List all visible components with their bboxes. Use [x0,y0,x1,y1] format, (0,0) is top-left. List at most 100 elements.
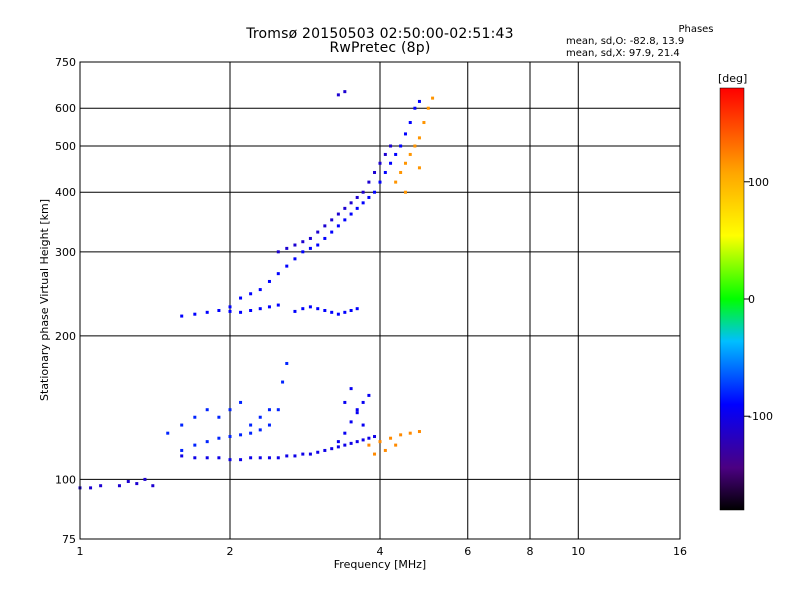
data-point [330,310,334,314]
data-point [378,161,382,165]
data-point [258,456,262,460]
data-point [267,423,271,427]
data-point [343,443,347,447]
data-point [431,96,435,100]
data-point [308,305,312,309]
data-point [399,144,403,148]
data-point [367,195,371,199]
data-point [301,452,305,456]
data-point [293,454,297,458]
data-point [323,236,327,240]
data-point [267,408,271,412]
data-point [349,201,353,205]
data-point [316,307,320,311]
data-point [408,121,412,125]
scatter-points [78,90,435,490]
y-tick-label: 600 [55,102,76,115]
data-point [180,314,184,318]
data-point [301,240,305,244]
data-point [308,236,312,240]
data-point [323,448,327,452]
data-point [193,443,197,447]
y-tick-label: 500 [55,140,76,153]
data-point [383,152,387,156]
data-point [276,272,280,276]
data-point [316,230,320,234]
data-point [394,152,398,156]
data-point [378,440,382,444]
data-point [355,440,359,444]
tick-labels: 1 2 4 6 8 10 16 75 100 200 300 400 500 600 750 [55,56,687,558]
data-point [426,106,430,110]
data-point [361,438,365,442]
data-point [239,310,243,314]
data-point [301,307,305,311]
data-point [399,433,403,437]
colorbar [719,87,745,511]
data-point [330,447,334,451]
data-point [281,380,285,384]
colorbar-label: [deg] [718,72,747,85]
data-point [316,450,320,454]
y-tick-label: 100 [55,473,76,486]
data-point [330,230,334,234]
data-point [308,246,312,250]
data-point [293,243,297,247]
data-point [276,456,280,460]
data-point [180,423,184,427]
data-point [361,400,365,404]
data-point [316,243,320,247]
data-point [373,170,377,174]
data-point [239,400,243,404]
data-point [349,441,353,445]
data-point [323,308,327,312]
data-point [228,458,232,462]
x-tick-label: 10 [571,545,585,558]
data-point [217,308,221,312]
phase-stats: Phases mean, sd,O: -82.8, 13.9 mean, sd,… [566,24,786,60]
data-point [343,90,347,94]
data-point [228,408,232,412]
data-point [308,452,312,456]
data-point [193,456,197,460]
data-point [301,250,305,254]
data-point [361,190,365,194]
data-point [343,218,347,222]
data-point [355,411,359,415]
y-tick-label: 750 [55,56,76,69]
data-point [249,292,253,296]
phase-stats-heading: Phases [678,24,714,35]
data-point [343,400,347,404]
data-point [383,170,387,174]
data-point [403,161,407,165]
data-point [276,408,280,412]
x-tick-label: 1 [77,545,84,558]
data-point [408,152,412,156]
data-point [367,180,371,184]
data-point [323,224,327,228]
data-point [249,456,253,460]
chart-subtitle: RwPretec (8p) [329,40,431,56]
data-point [378,180,382,184]
data-point [413,144,417,148]
data-point [355,307,359,311]
data-point [417,166,421,170]
data-point [258,288,262,292]
data-point [349,387,353,391]
data-point [349,420,353,424]
data-point [336,440,340,444]
data-point [403,132,407,136]
x-tick-label: 4 [377,545,384,558]
data-point [239,458,243,462]
data-point [367,436,371,440]
data-point [143,477,147,481]
y-tick-label: 75 [62,533,76,546]
x-tick-label: 16 [673,545,687,558]
y-tick-label: 300 [55,246,76,259]
data-point [239,296,243,300]
data-point [373,452,377,456]
data-point [417,430,421,434]
colorbar-tick-label: 0 [748,293,755,306]
data-point [336,212,340,216]
